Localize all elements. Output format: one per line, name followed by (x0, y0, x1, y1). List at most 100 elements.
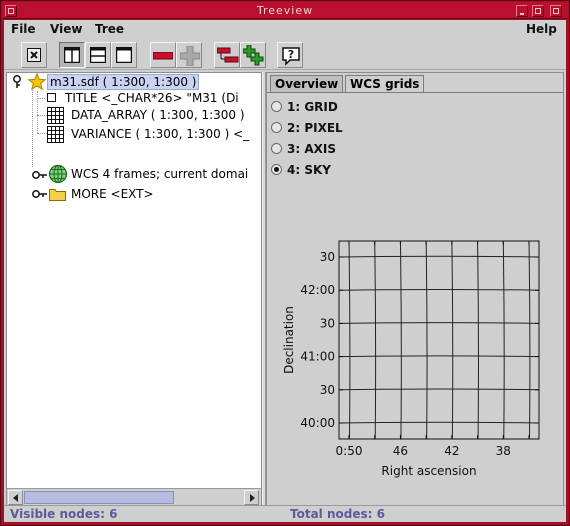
plot-grid (338, 240, 540, 440)
grid-line-ra (399, 240, 402, 440)
tree-node-root[interactable]: m31.sdf ( 1:300, 1:300 ) (47, 74, 200, 90)
grid-line-ra (425, 240, 428, 440)
single-pane-icon (116, 47, 132, 63)
tree-node-wcs[interactable]: WCS 4 frames; current domai (71, 167, 249, 181)
grid-icon (47, 107, 64, 124)
collapse-button[interactable] (150, 42, 176, 68)
client-area: File View Tree Help (4, 20, 566, 522)
grid-line-ra (528, 240, 531, 440)
grid-line-ra (348, 240, 351, 440)
y-axis-label: Declination (282, 306, 296, 374)
grid-line-dec (338, 322, 540, 324)
close-node-button[interactable] (21, 42, 47, 68)
close-window-button[interactable] (550, 5, 562, 17)
wcs-grid-plot: 30 42:00 30 41:00 30 40:000:50 46 42 38 Right asc… (282, 240, 540, 478)
radio-label: 3: AXIS (287, 142, 336, 156)
arrow-left-icon (13, 494, 18, 502)
grid-line-dec (338, 388, 540, 391)
menu-help[interactable]: Help (526, 22, 557, 36)
radio-button[interactable] (271, 143, 282, 154)
grid-line-ra (502, 240, 505, 440)
tree-connector (37, 91, 38, 133)
tree-node-more[interactable]: MORE <EXT> (71, 187, 154, 201)
y-tick-label: 41:00 (300, 350, 335, 364)
tab-wcs-grids[interactable]: WCS grids (345, 75, 425, 92)
grid-line-ra (451, 240, 454, 440)
wcs-expander-handle[interactable] (32, 169, 48, 183)
collapse-tree-icon (217, 47, 239, 63)
tree-node-variance[interactable]: VARIANCE ( 1:300, 1:300 ) <_ (71, 127, 250, 141)
radio-label: 2: PIXEL (287, 121, 343, 135)
scroll-left-button[interactable] (8, 490, 23, 505)
split-vertical-button[interactable] (59, 42, 85, 68)
grid-line-dec (338, 421, 540, 424)
scroll-thumb[interactable] (24, 491, 174, 504)
expand-button[interactable] (176, 42, 202, 68)
plot-labels: 30 42:00 30 41:00 30 40:000:50 46 42 38 Right asc… (282, 250, 511, 478)
root-expander-handle[interactable] (12, 75, 24, 92)
help-button[interactable]: ? (277, 42, 303, 68)
collapse-tree-button[interactable] (214, 42, 240, 68)
tree-node-data-array[interactable]: DATA_ARRAY ( 1:300, 1:300 ) (71, 108, 245, 122)
grid-line-ra (477, 240, 479, 440)
tab-underline (267, 92, 563, 93)
x-tick-label: 38 (496, 444, 511, 458)
collapsed-key-icon (32, 190, 47, 198)
grid-line-ra (374, 240, 377, 440)
grid-icon (47, 126, 64, 143)
y-tick-label: 30 (320, 250, 335, 264)
tab-overview[interactable]: Overview (270, 75, 344, 92)
minimize-button[interactable] (516, 5, 528, 17)
arrow-right-icon (250, 494, 255, 502)
close-window-icon (553, 8, 559, 14)
x-tick-label: 0:50 (336, 444, 363, 458)
y-tick-label: 40:00 (300, 416, 335, 430)
expanded-key-icon (13, 75, 21, 88)
maximize-icon (535, 8, 541, 14)
menu-file[interactable]: File (11, 22, 36, 36)
menu-view[interactable]: View (50, 22, 83, 36)
star-icon (27, 72, 47, 91)
grid-line-dec (338, 255, 540, 258)
plot-frame (338, 240, 540, 440)
status-bar: Visible nodes: 6 Total nodes: 6 (4, 505, 566, 522)
grid-line-dec (338, 288, 540, 291)
radio-label: 4: SKY (287, 163, 331, 177)
folder-icon (49, 189, 66, 201)
title-bar[interactable]: Treeview (2, 2, 568, 19)
more-expander-handle[interactable] (32, 188, 48, 202)
expand-tree-icon (243, 45, 264, 66)
minimize-icon (520, 13, 524, 15)
radio-label: 1: GRID (287, 100, 338, 114)
split-horizontal-icon (90, 47, 106, 63)
single-pane-button[interactable] (111, 42, 137, 68)
split-divider[interactable] (262, 72, 266, 506)
split-horizontal-button[interactable] (85, 42, 111, 68)
plot-ticks (339, 241, 539, 439)
x-tick-label: 46 (393, 444, 408, 458)
tree-connector (37, 133, 47, 134)
x-tick-label: 42 (444, 444, 459, 458)
expand-tree-button[interactable] (240, 42, 266, 68)
maximize-button[interactable] (532, 5, 544, 17)
y-tick-label: 30 (320, 383, 335, 397)
x-axis-label: Right ascension (381, 464, 476, 478)
grid-line-dec (338, 355, 540, 358)
window-title: Treeview (256, 4, 314, 17)
help-icon: ? (282, 47, 300, 66)
detail-panel: Overview WCS grids 1: GRID 2: PIXEL 3: A… (266, 72, 564, 506)
radio-button-selected[interactable] (271, 164, 282, 175)
collapse-minus-icon (153, 52, 173, 60)
radio-button[interactable] (271, 122, 282, 133)
svg-text:?: ? (288, 48, 294, 61)
tree-node-title[interactable]: TITLE <_CHAR*26> "M31 (Di (65, 91, 239, 105)
split-vertical-icon (64, 47, 80, 63)
tree-horizontal-scrollbar[interactable] (7, 488, 261, 506)
tree-connector (37, 98, 45, 99)
tree-panel: m31.sdf ( 1:300, 1:300 ) TITLE <_CHAR*26… (6, 72, 262, 506)
window-menu-button[interactable] (5, 5, 17, 17)
radio-button[interactable] (271, 101, 282, 112)
menu-tree[interactable]: Tree (95, 22, 125, 36)
scroll-right-button[interactable] (244, 490, 259, 505)
menubar: File View Tree Help (4, 20, 566, 39)
